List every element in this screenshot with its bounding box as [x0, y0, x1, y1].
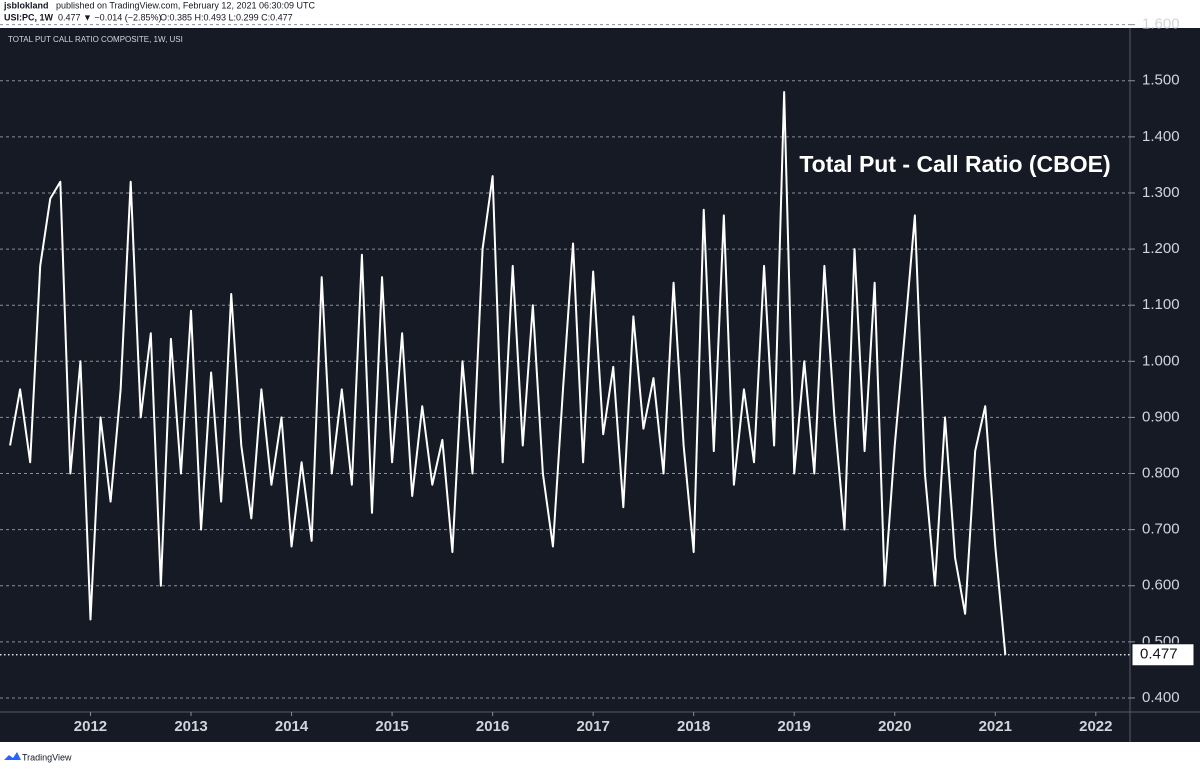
- published: published on TradingView.com, February 1…: [56, 0, 315, 10]
- x-tick-label: 2016: [476, 718, 509, 735]
- x-tick-label: 2013: [174, 718, 207, 735]
- y-tick-label: 1.100: [1142, 296, 1180, 313]
- x-tick-label: 2018: [677, 718, 710, 735]
- y-tick-label: 0.600: [1142, 577, 1180, 594]
- y-tick-label: 0.900: [1142, 408, 1180, 425]
- annotation: Total Put - Call Ratio (CBOE): [799, 151, 1110, 177]
- ohlc: O:0.385 H:0.493 L:0.299 C:0.477: [160, 12, 293, 22]
- annotation-box: [790, 147, 1120, 183]
- x-tick-label: 2021: [979, 718, 1012, 735]
- x-tick-label: 2012: [74, 718, 107, 735]
- x-tick-label: 2015: [375, 718, 408, 735]
- x-tick-label: 2017: [576, 718, 609, 735]
- series-line: [9, 90, 1007, 655]
- author: jsblokland: [3, 0, 49, 10]
- y-tick-label: 1.400: [1142, 128, 1180, 145]
- chart-title: TOTAL PUT CALL RATIO COMPOSITE, 1W, USI: [8, 35, 183, 44]
- x-tick-label: 2022: [1079, 718, 1112, 735]
- last-value-box: [1131, 643, 1195, 667]
- x-tick-label: 2014: [275, 718, 309, 735]
- plot: 0.4000.5000.6000.7000.8000.9001.0001.100…: [0, 16, 1195, 735]
- y-tick-label: 0.800: [1142, 464, 1180, 481]
- y-tick-label: 0.400: [1142, 689, 1180, 706]
- y-tick-label: 0.700: [1142, 521, 1180, 538]
- y-tick-label: 1.600: [1142, 16, 1180, 33]
- y-tick-label: 1.000: [1142, 352, 1180, 369]
- symbol: USI:PC, 1W: [4, 12, 54, 22]
- y-tick-label: 1.300: [1142, 184, 1180, 201]
- y-tick-label: 1.500: [1142, 72, 1180, 89]
- logo: [4, 752, 21, 760]
- brand: TradingView: [22, 752, 72, 762]
- last-value-label: 0.477: [1140, 646, 1178, 663]
- x-tick-label: 2020: [878, 718, 911, 735]
- quote: 0.477 ▼ −0.014 (−2.85%): [58, 12, 161, 22]
- y-tick-label: 1.200: [1142, 240, 1180, 257]
- x-tick-label: 2019: [778, 718, 811, 735]
